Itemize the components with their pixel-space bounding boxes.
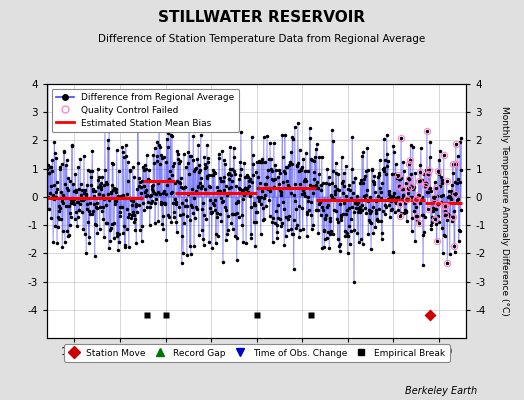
Text: STILLWATER RESERVOIR: STILLWATER RESERVOIR	[158, 10, 366, 25]
Text: Difference of Station Temperature Data from Regional Average: Difference of Station Temperature Data f…	[99, 34, 425, 44]
Y-axis label: Monthly Temperature Anomaly Difference (°C): Monthly Temperature Anomaly Difference (…	[500, 106, 509, 316]
Legend: Station Move, Record Gap, Time of Obs. Change, Empirical Break: Station Move, Record Gap, Time of Obs. C…	[64, 344, 450, 362]
Text: Berkeley Earth: Berkeley Earth	[405, 386, 477, 396]
Legend: Difference from Regional Average, Quality Control Failed, Estimated Station Mean: Difference from Regional Average, Qualit…	[52, 88, 239, 132]
